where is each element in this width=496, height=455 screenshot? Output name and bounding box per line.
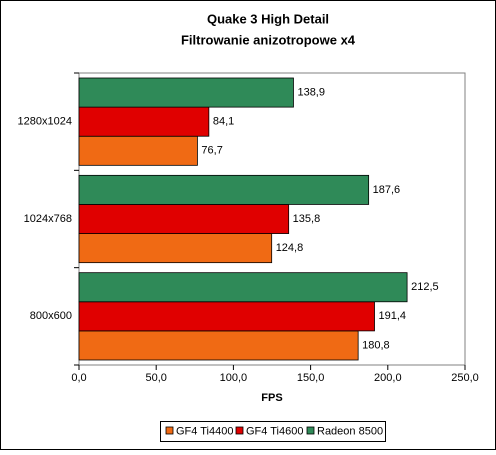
value-label: 84,1	[213, 116, 234, 128]
chart-subtitle: Filtrowanie anizotropowe x4	[181, 32, 356, 47]
x-tick-label: 200,0	[374, 372, 402, 384]
chart-title: Quake 3 High Detail	[207, 11, 329, 26]
bar	[78, 77, 294, 108]
value-label: 187,6	[373, 184, 401, 196]
bar	[78, 272, 408, 303]
bar	[78, 174, 370, 205]
value-label: 124,8	[276, 242, 304, 254]
bar	[78, 135, 198, 166]
value-label: 212,5	[411, 281, 439, 293]
x-tick-label: 100,0	[220, 372, 248, 384]
legend-label: Radeon 8500	[317, 425, 383, 437]
legend-label: GF4 Ti4400	[176, 425, 233, 437]
legend-swatch	[306, 426, 315, 435]
value-label: 180,8	[362, 339, 390, 351]
y-tick-label: 1280x1024	[18, 116, 72, 128]
bar	[78, 233, 273, 264]
y-tick-label: 1024x768	[24, 213, 72, 225]
legend-swatch	[235, 426, 244, 435]
bar	[78, 330, 359, 361]
value-label: 76,7	[201, 145, 222, 157]
x-tick-label: 150,0	[297, 372, 325, 384]
legend-swatch	[165, 426, 174, 435]
value-label: 191,4	[379, 310, 407, 322]
bar	[78, 204, 290, 234]
legend-label: GF4 Ti4600	[246, 425, 303, 437]
value-label: 138,9	[297, 86, 325, 98]
x-axis-label: FPS	[261, 392, 282, 404]
x-tick-label: 250,0	[451, 372, 479, 384]
x-tick-label: 50,0	[145, 372, 166, 384]
bar	[78, 301, 375, 332]
x-tick-label: 0,0	[71, 372, 86, 384]
bar	[78, 106, 210, 137]
value-label: 135,8	[293, 213, 321, 225]
y-tick-label: 800x600	[30, 310, 72, 322]
legend-box	[160, 421, 386, 442]
